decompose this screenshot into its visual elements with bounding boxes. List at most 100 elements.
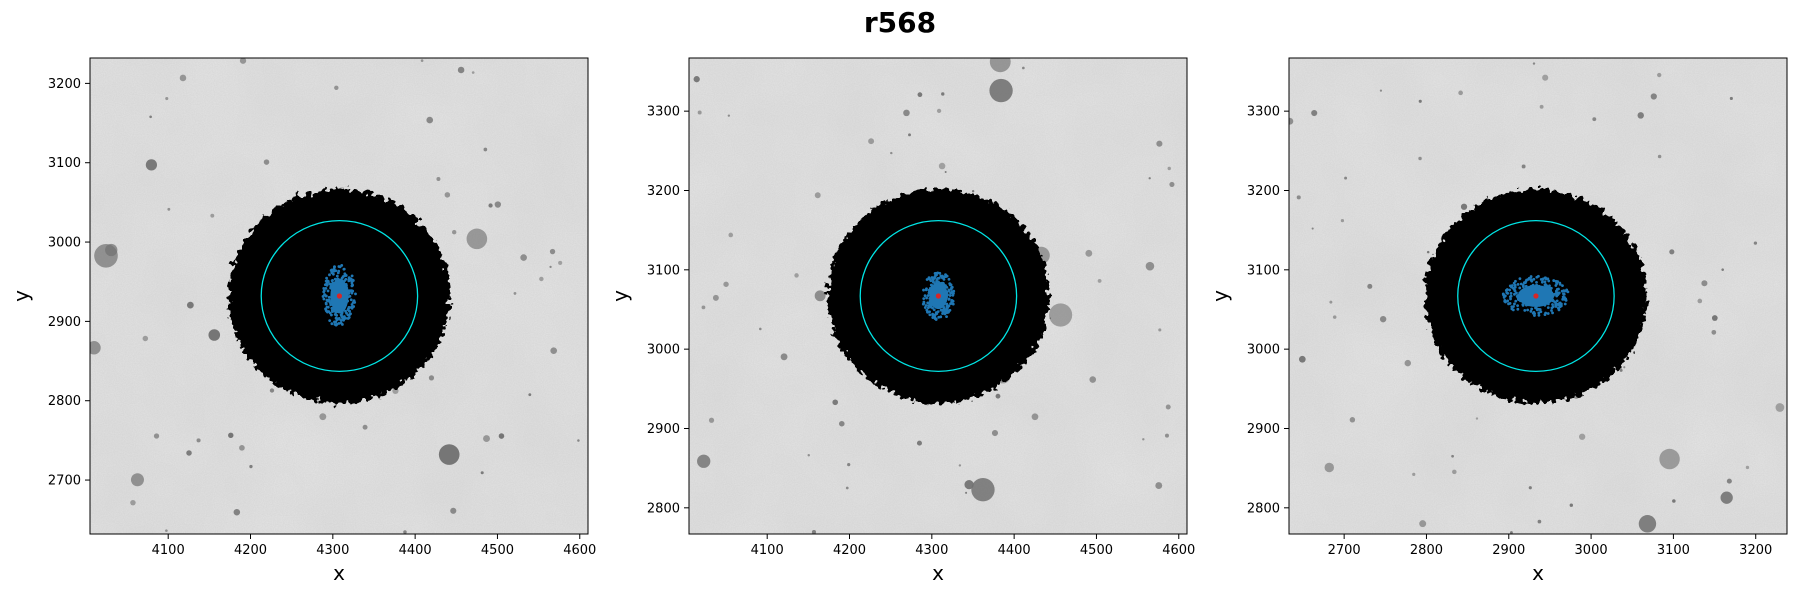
star-source: [1721, 268, 1724, 271]
core-point: [335, 274, 339, 278]
core-point: [1548, 284, 1551, 288]
core-point: [949, 302, 953, 305]
x-tick-label: 3000: [1575, 543, 1608, 558]
core-point: [1539, 310, 1543, 314]
star-source: [1031, 413, 1039, 421]
star-source: [528, 393, 532, 397]
x-tick-label: 4400: [998, 543, 1031, 558]
core-point: [926, 306, 930, 310]
core-point: [925, 296, 928, 300]
core-point: [935, 277, 939, 281]
star-source: [1745, 465, 1750, 470]
core-point: [351, 301, 355, 304]
core-point: [927, 276, 931, 280]
star-source: [1521, 164, 1526, 169]
star-source: [149, 115, 152, 119]
star-source: [520, 254, 527, 261]
star-source: [483, 435, 490, 443]
aperture-circle: [1457, 219, 1615, 373]
core-point: [1508, 284, 1512, 288]
core-point: [1516, 304, 1520, 308]
star-source: [1426, 250, 1430, 254]
star-source: [1167, 166, 1171, 171]
x-tick-label: 2800: [1410, 543, 1443, 558]
star-source: [1324, 462, 1335, 473]
star-source: [438, 444, 460, 465]
image-area: [689, 58, 1187, 534]
star-source: [908, 133, 911, 137]
core-point: [322, 297, 326, 301]
star-source: [1638, 515, 1657, 533]
core-point: [1519, 282, 1523, 286]
star-source: [167, 207, 171, 211]
star-source: [1156, 140, 1163, 147]
core-point: [930, 276, 934, 279]
y-tick-label: 3300: [647, 105, 680, 120]
core-point: [936, 310, 940, 313]
core-point: [1529, 275, 1533, 278]
core-point: [329, 282, 332, 286]
star-source: [1669, 249, 1675, 255]
star-source: [1539, 104, 1544, 109]
star-source: [1340, 218, 1345, 223]
core-point: [1513, 302, 1516, 306]
core-point: [929, 283, 933, 287]
star-source: [1097, 278, 1102, 283]
star-source: [1753, 241, 1758, 245]
core-point: [1513, 283, 1517, 287]
center-marker: [1533, 293, 1539, 299]
center-marker: [935, 293, 942, 299]
star-source: [1452, 469, 1457, 475]
core-point: [944, 310, 948, 314]
core-point: [1551, 303, 1554, 306]
core-point: [1562, 292, 1565, 296]
core-point: [351, 289, 355, 293]
axes-frame: [688, 57, 1188, 535]
star-source: [958, 464, 962, 467]
core-point: [347, 313, 351, 317]
star-source: [1142, 438, 1145, 441]
star-source: [1711, 329, 1717, 335]
core-point: [349, 298, 353, 302]
star-source: [964, 480, 974, 490]
star-source: [1623, 366, 1626, 369]
core-point: [340, 276, 344, 280]
core-point: [1554, 279, 1558, 283]
core-point: [1516, 282, 1520, 286]
star-source: [558, 260, 563, 265]
core-point: [350, 305, 354, 309]
core-point: [1506, 299, 1510, 303]
star-source: [550, 347, 558, 355]
core-point: [1526, 277, 1530, 281]
core-point: [337, 265, 341, 268]
core-point: [925, 308, 929, 312]
core-point: [1563, 302, 1567, 306]
star-source: [1569, 503, 1573, 507]
core-point: [949, 291, 952, 295]
x-tick-label: 4300: [316, 543, 349, 558]
core-point: [1544, 282, 1547, 286]
core-point: [941, 274, 944, 278]
star-source: [549, 265, 552, 269]
core-point: [922, 297, 926, 301]
star-source: [483, 147, 488, 152]
core-point: [324, 302, 328, 306]
star-source: [995, 393, 1001, 399]
star-source: [839, 420, 845, 427]
star-source: [1650, 93, 1657, 100]
center-marker: [336, 293, 343, 299]
star-source: [498, 433, 505, 439]
star-source: [1419, 520, 1427, 528]
core-point: [332, 267, 336, 271]
panel-middle: 4100 4200 4300 4400 4500 4600 2800 2900 3000 3100…: [608, 57, 1195, 585]
core-point: [1554, 284, 1558, 287]
star-source: [1344, 176, 1348, 180]
y-tick-label: 2700: [48, 474, 81, 489]
core-point: [1534, 306, 1537, 310]
star-source: [728, 232, 734, 238]
core-point: [1557, 302, 1561, 306]
core-point: [1550, 309, 1553, 312]
image-area: [1289, 58, 1787, 534]
core-point: [1503, 294, 1507, 298]
core-point: [926, 294, 930, 297]
